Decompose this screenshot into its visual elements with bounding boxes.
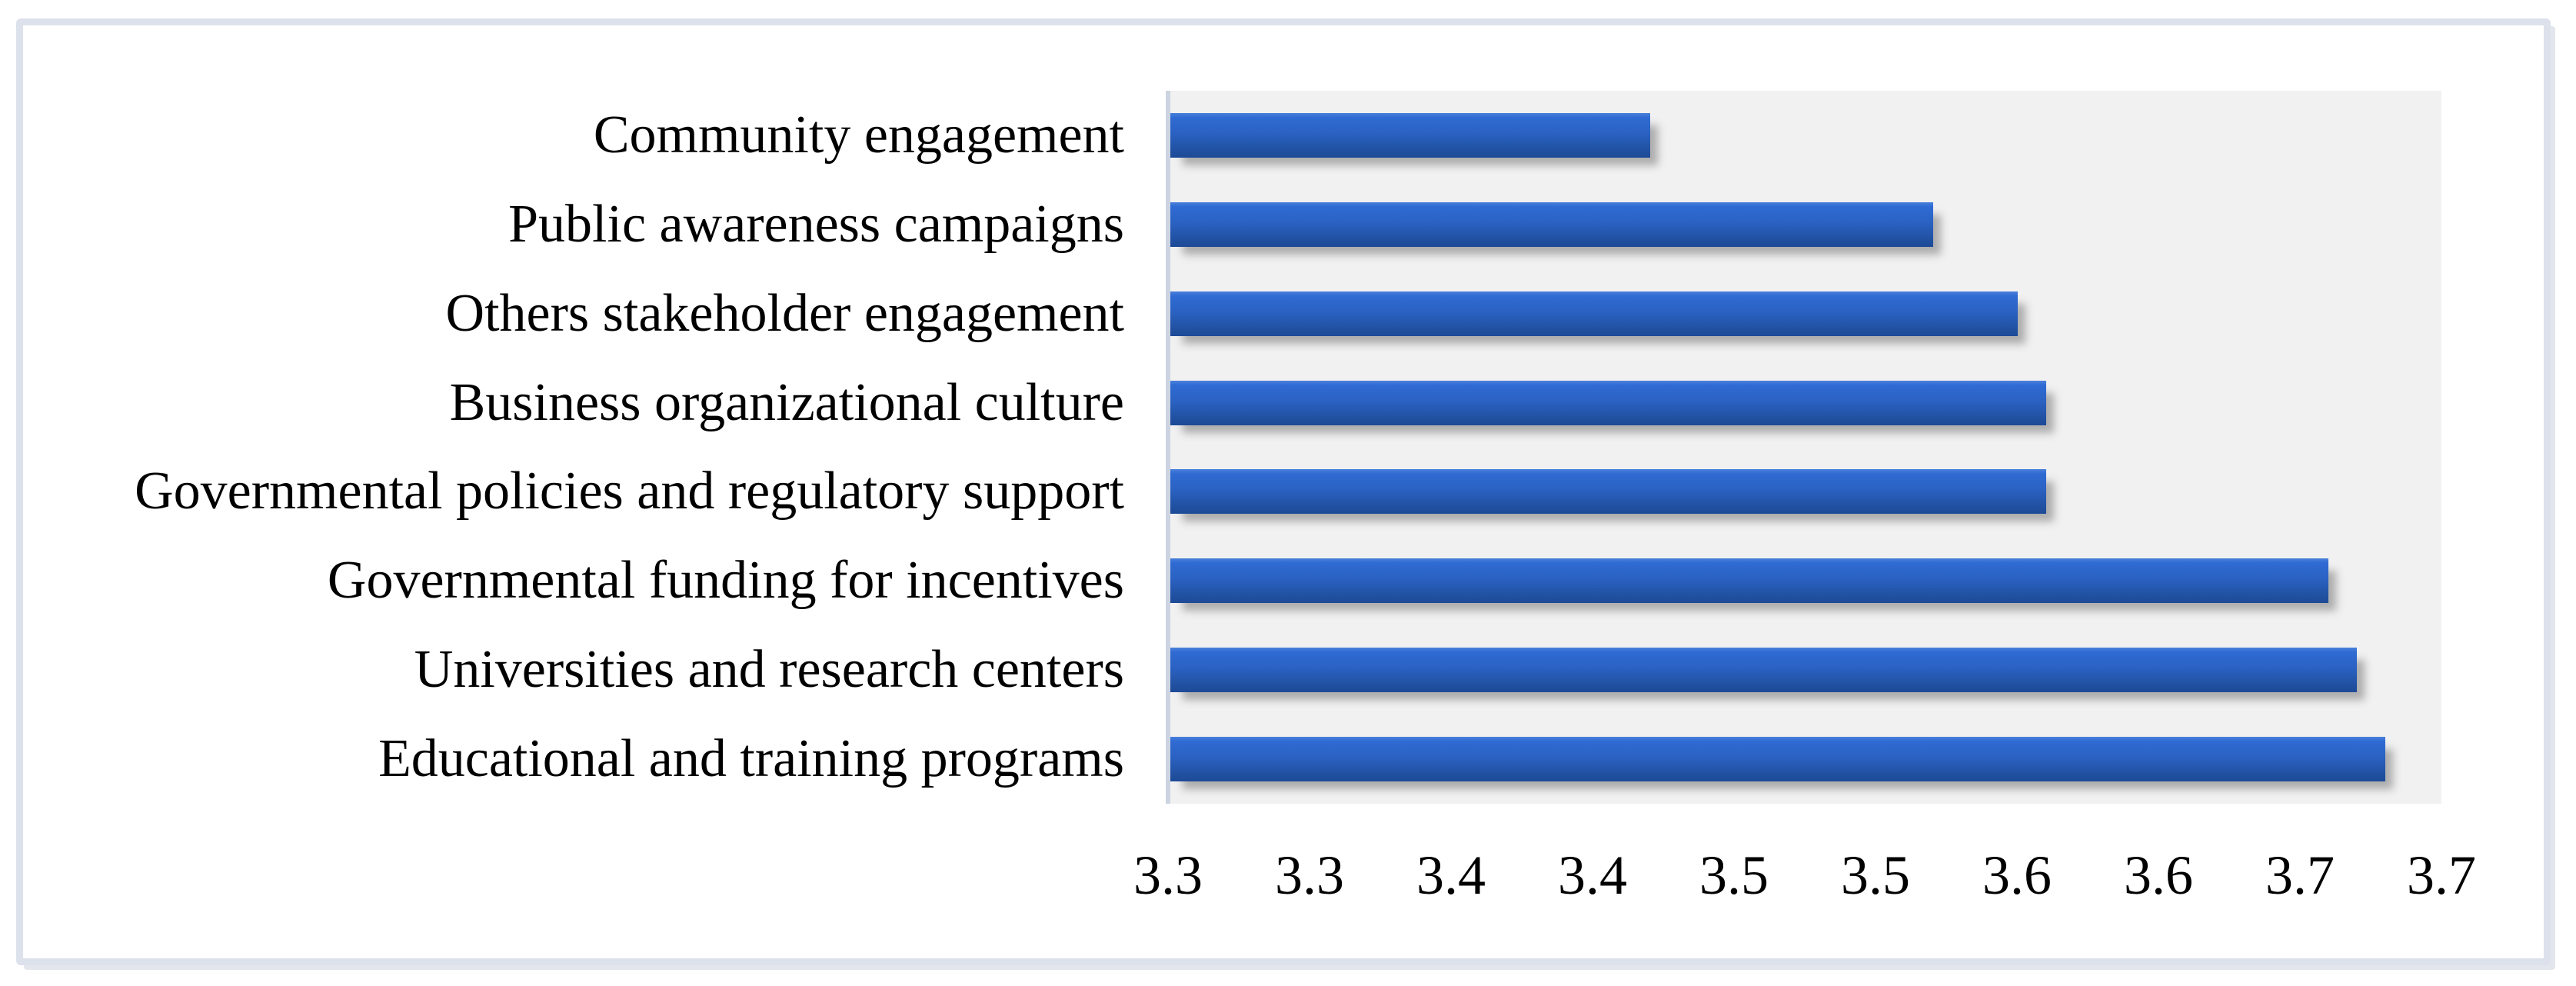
x-tick-label: 3.6 [2124,844,2193,906]
category-label: Governmental funding for incentives [327,551,1124,611]
x-axis-tick-labels: 3.3 3.3 3.4 3.4 3.5 3.5 3.6 3.6 3.7 3.7 [0,848,2576,932]
bar [1170,558,2328,604]
x-tick-label: 3.5 [1699,844,1769,906]
x-tick-label: 3.3 [1275,844,1344,906]
category-label: Universities and research centers [414,640,1124,700]
plot-area [1166,91,2441,804]
bar [1170,380,2046,425]
x-tick-label: 3.7 [2407,844,2476,906]
category-label: Others stakeholder engagement [445,283,1124,343]
category-label: Public awareness campaigns [508,194,1124,254]
bar [1170,737,2385,782]
category-label: Business organizational culture [449,372,1124,432]
x-tick-label: 3.4 [1416,844,1486,906]
category-label: Governmental policies and regulatory sup… [135,461,1124,521]
bar [1170,648,2357,693]
x-tick-label: 3.7 [2265,844,2335,906]
y-axis-category-labels: Community engagement Public awareness cam… [23,91,1124,804]
x-tick-label: 3.6 [1982,844,2052,906]
bar [1170,112,1650,158]
x-tick-label: 3.3 [1133,844,1203,906]
category-label: Community engagement [593,105,1124,165]
bar [1170,291,2018,336]
x-tick-label: 3.5 [1841,844,1910,906]
bar [1170,202,1933,247]
category-label: Educational and training programs [378,729,1124,789]
x-tick-label: 3.4 [1558,844,1627,906]
bar [1170,469,2046,515]
